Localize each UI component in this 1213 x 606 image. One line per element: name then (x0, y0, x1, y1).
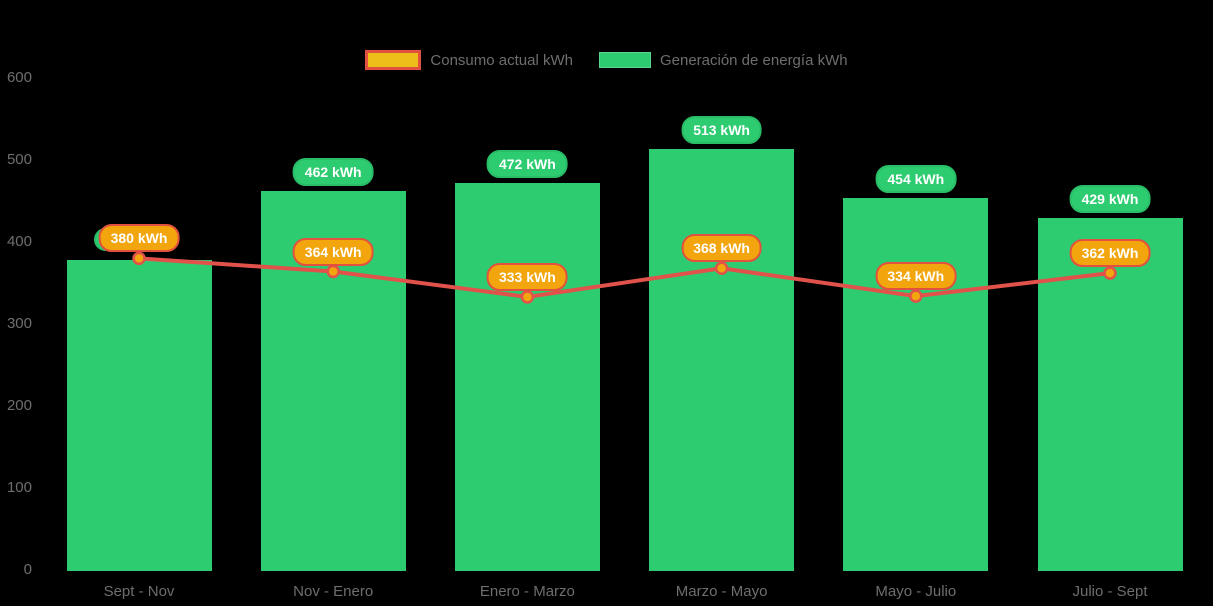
legend-item-generacion-energia[interactable]: Generación de energía kWh (598, 51, 848, 69)
line-value-pill: 362 kWh (1069, 239, 1151, 268)
x-tick-label: Julio - Sept (1072, 583, 1148, 600)
y-tick-label-400: 400 (6, 233, 32, 250)
line-value-pill: 368 kWh (681, 234, 762, 263)
legend-label-consumo: Consumo actual kWh (430, 51, 573, 69)
bar[interactable] (66, 260, 212, 571)
x-tick-label: Sept - Nov (103, 583, 175, 600)
bar-value-pill: 454 kWh (875, 164, 957, 193)
line-value-pill: 380 kWh (98, 224, 180, 253)
bar-value-pill: 472 kWh (486, 149, 568, 178)
bar-value-pill: 462 kWh (292, 158, 374, 187)
y-tick-label-500: 500 (6, 151, 32, 168)
x-tick-label: Enero - Marzo (479, 583, 575, 600)
y-tick-label-600: 600 (6, 69, 32, 86)
bar[interactable] (454, 182, 600, 571)
legend-swatch-consumo-icon (365, 50, 422, 70)
line-value-pill: 364 kWh (292, 237, 374, 266)
bar-value-pill: 429 kWh (1069, 185, 1151, 214)
legend-item-consumo-actual[interactable]: Consumo actual kWh (365, 50, 573, 70)
y-tick-label-100: 100 (6, 479, 32, 496)
y-tick-label-0: 0 (23, 561, 32, 578)
bar[interactable] (843, 197, 989, 571)
bar[interactable] (649, 149, 795, 571)
y-tick-label-300: 300 (6, 315, 32, 332)
bar-value-pill: 513 kWh (681, 116, 762, 145)
legend: Consumo actual kWh Generación de energía… (0, 50, 1213, 70)
bar[interactable] (1037, 218, 1183, 571)
line-value-pill: 333 kWh (486, 262, 568, 291)
legend-swatch-generacion-icon (598, 52, 651, 68)
x-tick-label: Marzo - Mayo (675, 583, 768, 600)
x-tick-label: Nov - Enero (293, 583, 374, 600)
legend-label-generacion: Generación de energía kWh (659, 51, 848, 69)
y-tick-label-200: 200 (6, 397, 32, 414)
line-value-pill: 334 kWh (875, 262, 957, 291)
x-tick-label: Mayo - Julio (875, 583, 957, 600)
